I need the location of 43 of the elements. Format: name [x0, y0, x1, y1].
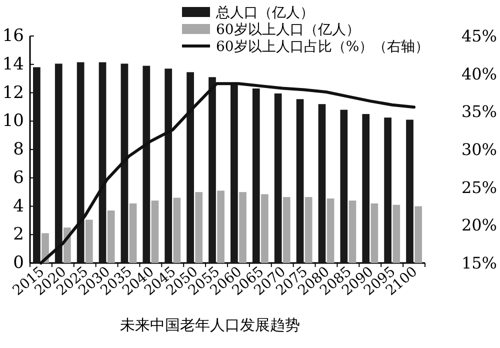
text: 未来中国老年人口发展趋势	[120, 316, 300, 334]
bar	[85, 220, 93, 263]
bar	[362, 114, 370, 263]
bar	[304, 197, 312, 263]
bar	[282, 197, 290, 263]
y-tick-label: 0	[13, 253, 24, 273]
legend-label: 60岁以上人口（亿人）	[216, 22, 360, 38]
bar	[384, 118, 392, 263]
legend-label: 总人口（亿人）	[215, 5, 314, 21]
bar	[261, 194, 268, 263]
bar	[129, 203, 137, 263]
y2-tick-label: 25%	[461, 178, 497, 197]
bar	[107, 210, 115, 263]
bar	[414, 206, 422, 263]
bar	[217, 190, 224, 263]
y2-tick-label: 35%	[461, 102, 497, 122]
bar	[239, 192, 246, 263]
y2-tick-label: 45%	[461, 26, 497, 46]
bar	[151, 200, 159, 263]
bar	[340, 110, 348, 263]
y2-tick-label: 15%	[461, 254, 497, 272]
y-tick-label: 6	[13, 168, 24, 188]
bar	[318, 104, 326, 263]
bar	[392, 204, 400, 263]
y-tick-label: 14	[2, 54, 24, 74]
legend-label: 60岁以上人口占比（%）（右轴）	[216, 39, 430, 55]
bar	[195, 192, 203, 263]
y-tick-label: 10	[2, 111, 24, 132]
bar	[173, 198, 181, 263]
y-tick-label: 4	[13, 196, 24, 216]
bar	[406, 120, 414, 263]
bar	[348, 200, 356, 263]
bar	[370, 203, 378, 263]
bar	[296, 99, 304, 263]
y2-tick-label: 40%	[461, 64, 497, 84]
y-tick-label: 2	[13, 224, 24, 245]
y-tick-label: 8	[13, 140, 24, 160]
y2-tick-label: 30%	[461, 140, 497, 159]
bar	[274, 93, 282, 263]
y-tick-label: 12	[2, 82, 24, 103]
bar	[326, 198, 334, 263]
y2-tick-label: 20%	[461, 216, 497, 235]
y-tick-label: 16	[2, 26, 24, 46]
